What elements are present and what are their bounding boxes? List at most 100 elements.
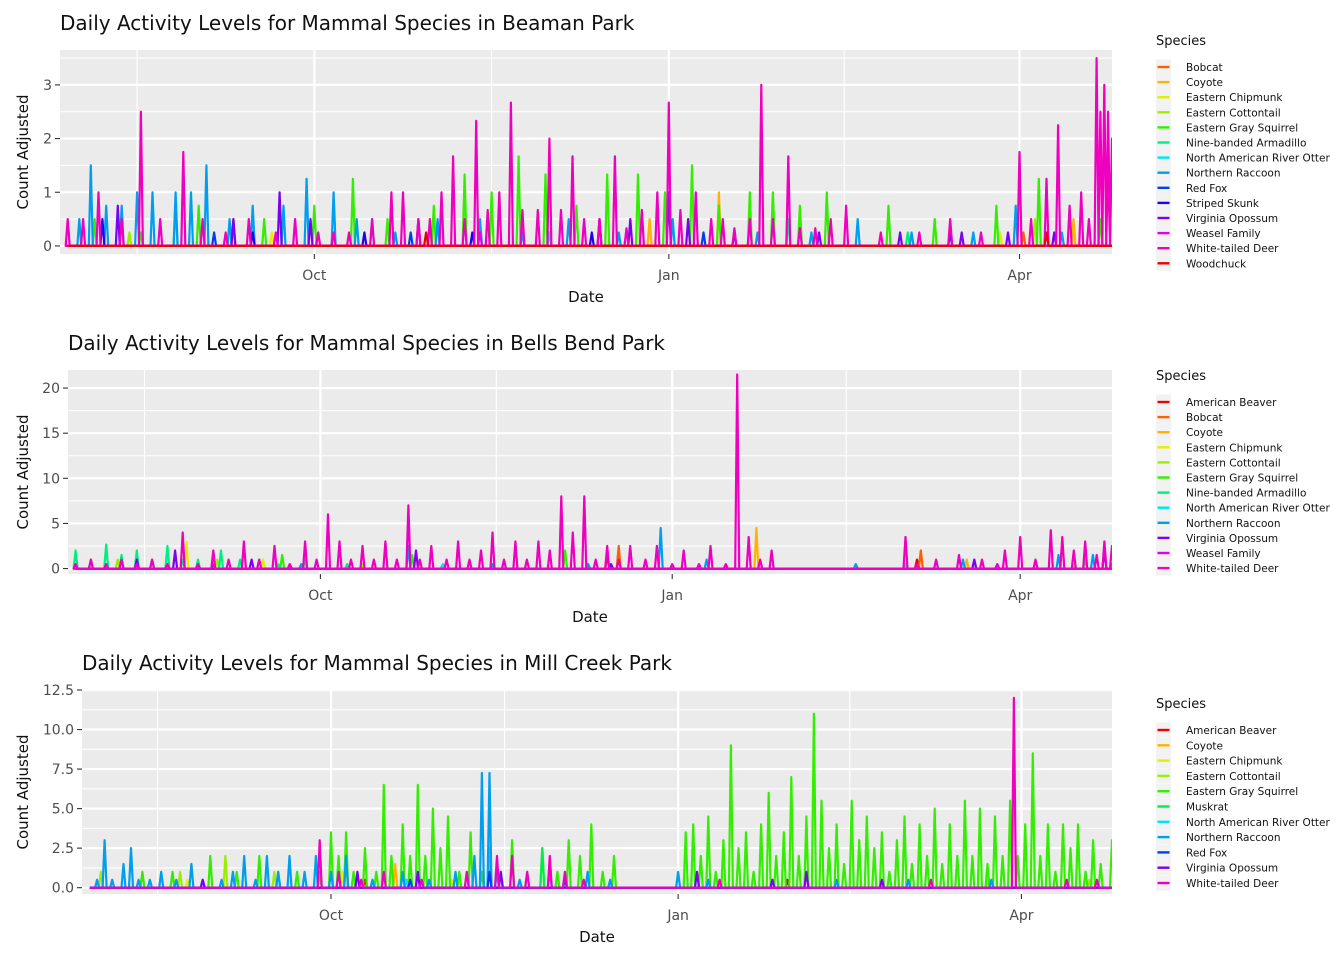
y-tick-label: 12.5: [43, 683, 74, 699]
legend-item: Muskrat: [1156, 799, 1228, 814]
legend-item: Virginia Opossum: [1156, 530, 1278, 546]
legend-item: Northern Raccoon: [1156, 515, 1281, 531]
legend-item: White-tailed Deer: [1156, 240, 1279, 256]
legend-label: Eastern Chipmunk: [1186, 442, 1283, 454]
y-tick-label: 0: [43, 239, 52, 255]
legend-item: Coyote: [1156, 74, 1223, 90]
legend-label: White-tailed Deer: [1186, 563, 1279, 575]
legend-title: Species: [1156, 34, 1206, 49]
y-tick-label: 5: [51, 516, 60, 532]
legend-item: Eastern Cottontail: [1156, 104, 1281, 120]
series-line-woodchuck: [67, 231, 1112, 247]
chart-title: Daily Activity Levels for Mammal Species…: [82, 651, 672, 675]
legend-label: Eastern Gray Squirrel: [1186, 786, 1298, 798]
y-tick-label: 20: [42, 381, 60, 397]
legend-label: Weasel Family: [1186, 548, 1261, 560]
legend-label: Eastern Chipmunk: [1186, 92, 1283, 104]
legend-title: Species: [1156, 369, 1206, 384]
x-tick-label: Jan: [657, 268, 680, 284]
x-tick-label: Oct: [302, 268, 327, 284]
plot-panel: [68, 370, 1112, 574]
legend-item: North American River Otter: [1156, 150, 1331, 166]
legend-item: Eastern Gray Squirrel: [1156, 119, 1298, 135]
legend-label: Muskrat: [1186, 802, 1228, 814]
legend-item: Eastern Cottontail: [1156, 768, 1281, 784]
legend-label: Eastern Chipmunk: [1186, 756, 1283, 768]
legend-item: Weasel Family: [1156, 545, 1261, 561]
x-tick-label: Oct: [308, 588, 333, 604]
y-tick-label: 15: [42, 426, 60, 442]
series-line-eastern-chipmunk: [89, 870, 1112, 889]
series-layer: [64, 57, 1112, 247]
legend-label: Nine-banded Armadillo: [1186, 488, 1306, 500]
legend-label: Northern Raccoon: [1186, 518, 1281, 530]
chart-title: Daily Activity Levels for Mammal Species…: [68, 331, 665, 355]
plot-panel: [60, 50, 1112, 254]
legend-label: Virginia Opossum: [1186, 213, 1278, 225]
series-layer: [72, 373, 1112, 570]
y-tick-label: 0: [51, 562, 60, 578]
y-tick-label: 3: [43, 78, 52, 94]
legend-item: Woodchuck: [1156, 255, 1247, 271]
series-line-white-tailed-deer: [89, 696, 1112, 889]
legend-item: Bobcat: [1156, 59, 1223, 75]
legend-label: Eastern Cottontail: [1186, 771, 1281, 783]
legend-label: Bobcat: [1186, 62, 1223, 74]
y-tick-label: 1: [43, 185, 52, 201]
series-line-white-tailed-deer: [72, 373, 1112, 570]
legend: Species Bobcat Coyote Eastern Chipmunk Easte…: [1156, 34, 1331, 271]
legend-label: White-tailed Deer: [1186, 243, 1279, 255]
legend-label: Bobcat: [1186, 412, 1223, 424]
legend-label: Virginia Opossum: [1186, 863, 1278, 875]
series-line-coyote: [67, 191, 1112, 247]
x-axis-title: Date: [572, 608, 608, 626]
y-axis-title: Count Adjusted: [14, 735, 32, 850]
legend-item: Eastern Gray Squirrel: [1156, 470, 1298, 485]
y-tick-label: 5.0: [52, 802, 74, 818]
legend-title: Species: [1156, 697, 1206, 712]
legend-label: Striped Skunk: [1186, 198, 1260, 210]
legend-item: White-tailed Deer: [1156, 560, 1279, 576]
legend-label: North American River Otter: [1186, 817, 1331, 829]
series-line-white-tailed-deer: [64, 57, 1112, 247]
legend: Species American Beaver Bobcat Coyote Easter…: [1156, 369, 1331, 576]
legend-label: Woodchuck: [1186, 258, 1247, 270]
legend-label: Nine-banded Armadillo: [1186, 138, 1306, 150]
legend-label: Eastern Cottontail: [1186, 107, 1281, 119]
legend-item: Virginia Opossum: [1156, 210, 1278, 226]
plot-panel: [82, 690, 1112, 894]
legend-label: American Beaver: [1186, 397, 1277, 409]
legend-label: Northern Raccoon: [1186, 832, 1281, 844]
legend-item: American Beaver: [1156, 394, 1277, 410]
x-tick-label: Apr: [1008, 588, 1032, 604]
legend-item: Eastern Chipmunk: [1156, 89, 1283, 105]
legend-label: Coyote: [1186, 740, 1223, 752]
legend-item: North American River Otter: [1156, 500, 1331, 516]
legend-label: Northern Raccoon: [1186, 168, 1281, 180]
chart-panel-2: Daily Activity Levels for Mammal Species…: [14, 331, 1331, 626]
legend-label: Virginia Opossum: [1186, 533, 1278, 545]
legend-label: Eastern Gray Squirrel: [1186, 122, 1298, 134]
chart-panel-1: Daily Activity Levels for Mammal Species…: [14, 11, 1331, 306]
legend-item: Coyote: [1156, 424, 1223, 440]
legend-item: North American River Otter: [1156, 814, 1331, 830]
legend-item: Red Fox: [1156, 844, 1227, 860]
y-tick-label: 0.0: [52, 881, 74, 897]
y-tick-label: 2.5: [52, 841, 74, 857]
legend-label: Coyote: [1186, 427, 1223, 439]
legend-label: Red Fox: [1186, 183, 1227, 195]
legend-item: Red Fox: [1156, 180, 1227, 196]
x-axis-title: Date: [568, 288, 604, 306]
legend-item: Eastern Chipmunk: [1156, 439, 1283, 455]
chart-panel-3: Daily Activity Levels for Mammal Species…: [14, 651, 1331, 946]
x-tick-label: Jan: [666, 908, 689, 924]
y-axis-title: Count Adjusted: [14, 95, 32, 210]
x-tick-label: Oct: [319, 908, 344, 924]
legend-item: Eastern Cottontail: [1156, 454, 1281, 470]
legend-item: Northern Raccoon: [1156, 165, 1281, 181]
legend-item: American Beaver: [1156, 722, 1277, 738]
legend-label: Eastern Cottontail: [1186, 457, 1281, 469]
chart-title: Daily Activity Levels for Mammal Species…: [60, 11, 635, 35]
legend-label: Red Fox: [1186, 847, 1227, 859]
